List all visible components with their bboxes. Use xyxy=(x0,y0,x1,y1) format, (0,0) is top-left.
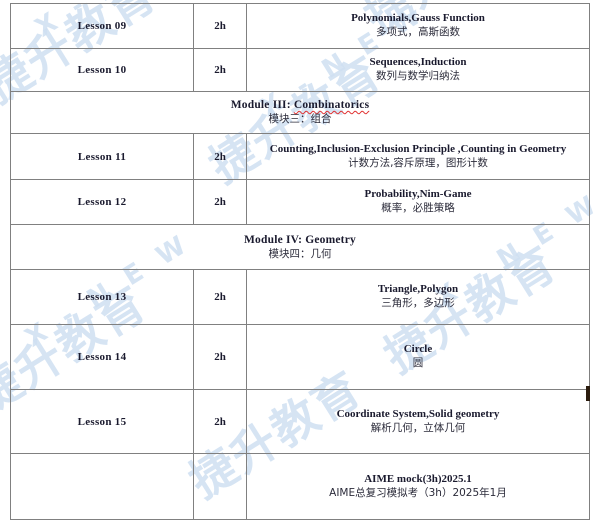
topic-chinese: 概率，必胜策略 xyxy=(381,202,455,215)
module-title-term: Geometry xyxy=(305,233,356,246)
hours-cell[interactable]: 2h xyxy=(193,269,247,325)
lesson-label: Lesson 12 xyxy=(77,196,127,208)
lesson-cell[interactable] xyxy=(10,453,194,520)
topic-cell[interactable]: Counting,Inclusion-Exclusion Principle ,… xyxy=(246,133,590,180)
topic-cell[interactable]: Polynomials,Gauss Function 多项式，高斯函数 xyxy=(246,3,590,49)
topic-cell[interactable]: Triangle,Polygon 三角形，多边形 xyxy=(246,269,590,325)
lesson-label: Lesson 14 xyxy=(77,351,127,363)
module-title-english: Module IV: Geometry xyxy=(13,233,587,248)
module-title-prefix: Module III: xyxy=(230,99,294,112)
topic-english: Probability,Nim-Game xyxy=(364,188,472,201)
course-schedule-table: Lesson 09 2h Polynomials,Gauss Function … xyxy=(10,3,590,520)
module-header-cell[interactable]: Module III: Combinatorics 模块三：组合 xyxy=(10,91,590,134)
hours-cell[interactable]: 2h xyxy=(193,179,247,225)
topic-english: Counting,Inclusion-Exclusion Principle ,… xyxy=(269,142,567,155)
table-row[interactable]: Lesson 10 2h Sequences,Induction 数列与数学归纳… xyxy=(10,48,590,92)
module-title-term: Combinatorics xyxy=(293,99,370,112)
lesson-cell[interactable]: Lesson 11 xyxy=(10,133,194,180)
table-row[interactable]: Lesson 15 2h Coordinate System,Solid geo… xyxy=(10,389,590,454)
lesson-cell[interactable]: Lesson 14 xyxy=(10,324,194,390)
lesson-label: Lesson 09 xyxy=(77,20,127,32)
table-row[interactable]: Lesson 12 2h Probability,Nim-Game 概率，必胜策… xyxy=(10,179,590,225)
module-title-chinese: 模块四：几何 xyxy=(268,247,332,260)
hours-value: 2h xyxy=(214,351,226,363)
topic-cell[interactable]: Probability,Nim-Game 概率，必胜策略 xyxy=(246,179,590,225)
topic-chinese: 数列与数学归纳法 xyxy=(376,70,460,83)
lesson-label: Lesson 13 xyxy=(77,291,127,303)
topic-cell[interactable]: Coordinate System,Solid geometry 解析几何，立体… xyxy=(246,389,590,454)
topic-english: Coordinate System,Solid geometry xyxy=(336,407,500,420)
topic-english: Triangle,Polygon xyxy=(377,283,459,296)
topic-chinese: 多项式，高斯函数 xyxy=(376,26,460,39)
topic-english: Sequences,Induction xyxy=(369,56,467,69)
hours-value: 2h xyxy=(214,415,226,428)
hours-value: 2h xyxy=(214,291,226,303)
topic-chinese: AIME总复习模拟考（3h）2025年1月 xyxy=(329,486,507,499)
lesson-cell[interactable]: Lesson 13 xyxy=(10,269,194,325)
hours-value: 2h xyxy=(214,196,226,208)
hours-cell[interactable]: 2h xyxy=(193,48,247,92)
lesson-label: Lesson 11 xyxy=(77,150,127,163)
module-title-prefix: Module IV: xyxy=(244,233,306,246)
table-row[interactable]: Lesson 09 2h Polynomials,Gauss Function … xyxy=(10,3,590,49)
lesson-label: Lesson 15 xyxy=(77,415,127,428)
table-row[interactable]: Lesson 14 2h Circle 圆 xyxy=(10,324,590,390)
hours-cell[interactable]: 2h xyxy=(193,389,247,454)
topic-cell[interactable]: Sequences,Induction 数列与数学归纳法 xyxy=(246,48,590,92)
module-header-cell[interactable]: Module IV: Geometry 模块四：几何 xyxy=(10,224,590,270)
lesson-cell[interactable]: Lesson 09 xyxy=(10,3,194,49)
hours-cell[interactable]: 2h xyxy=(193,3,247,49)
topic-chinese: 圆 xyxy=(412,357,424,370)
lesson-cell[interactable]: Lesson 12 xyxy=(10,179,194,225)
topic-cell[interactable]: AIME mock(3h)2025.1 AIME总复习模拟考（3h）2025年1… xyxy=(246,453,590,520)
hours-cell[interactable] xyxy=(193,453,247,520)
topic-cell[interactable]: Circle 圆 xyxy=(246,324,590,390)
lesson-cell[interactable]: Lesson 15 xyxy=(10,389,194,454)
module-title-chinese: 模块三：组合 xyxy=(268,113,332,126)
topic-english: Circle xyxy=(403,343,433,356)
lesson-label: Lesson 10 xyxy=(77,64,127,76)
module-header-row[interactable]: Module IV: Geometry 模块四：几何 xyxy=(10,224,590,270)
hours-value: 2h xyxy=(214,150,226,163)
table-row[interactable]: Lesson 11 2h Counting,Inclusion-Exclusio… xyxy=(10,133,590,180)
hours-cell[interactable]: 2h xyxy=(193,324,247,390)
topic-chinese: 三角形，多边形 xyxy=(381,297,455,310)
lesson-cell[interactable]: Lesson 10 xyxy=(10,48,194,92)
topic-english: Polynomials,Gauss Function xyxy=(351,12,485,25)
hours-cell[interactable]: 2h xyxy=(193,133,247,180)
topic-english: AIME mock(3h)2025.1 xyxy=(364,472,472,485)
table-row[interactable]: AIME mock(3h)2025.1 AIME总复习模拟考（3h）2025年1… xyxy=(10,453,590,520)
topic-chinese: 计数方法,容斥原理，图形计数 xyxy=(348,156,488,169)
hours-value: 2h xyxy=(214,64,226,76)
table-row[interactable]: Lesson 13 2h Triangle,Polygon 三角形，多边形 xyxy=(10,269,590,325)
topic-chinese: 解析几何，立体几何 xyxy=(370,421,466,434)
text-caret xyxy=(586,386,590,401)
hours-value: 2h xyxy=(214,20,226,32)
module-title-english: Module III: Combinatorics xyxy=(13,98,587,113)
module-header-row[interactable]: Module III: Combinatorics 模块三：组合 xyxy=(10,91,590,134)
